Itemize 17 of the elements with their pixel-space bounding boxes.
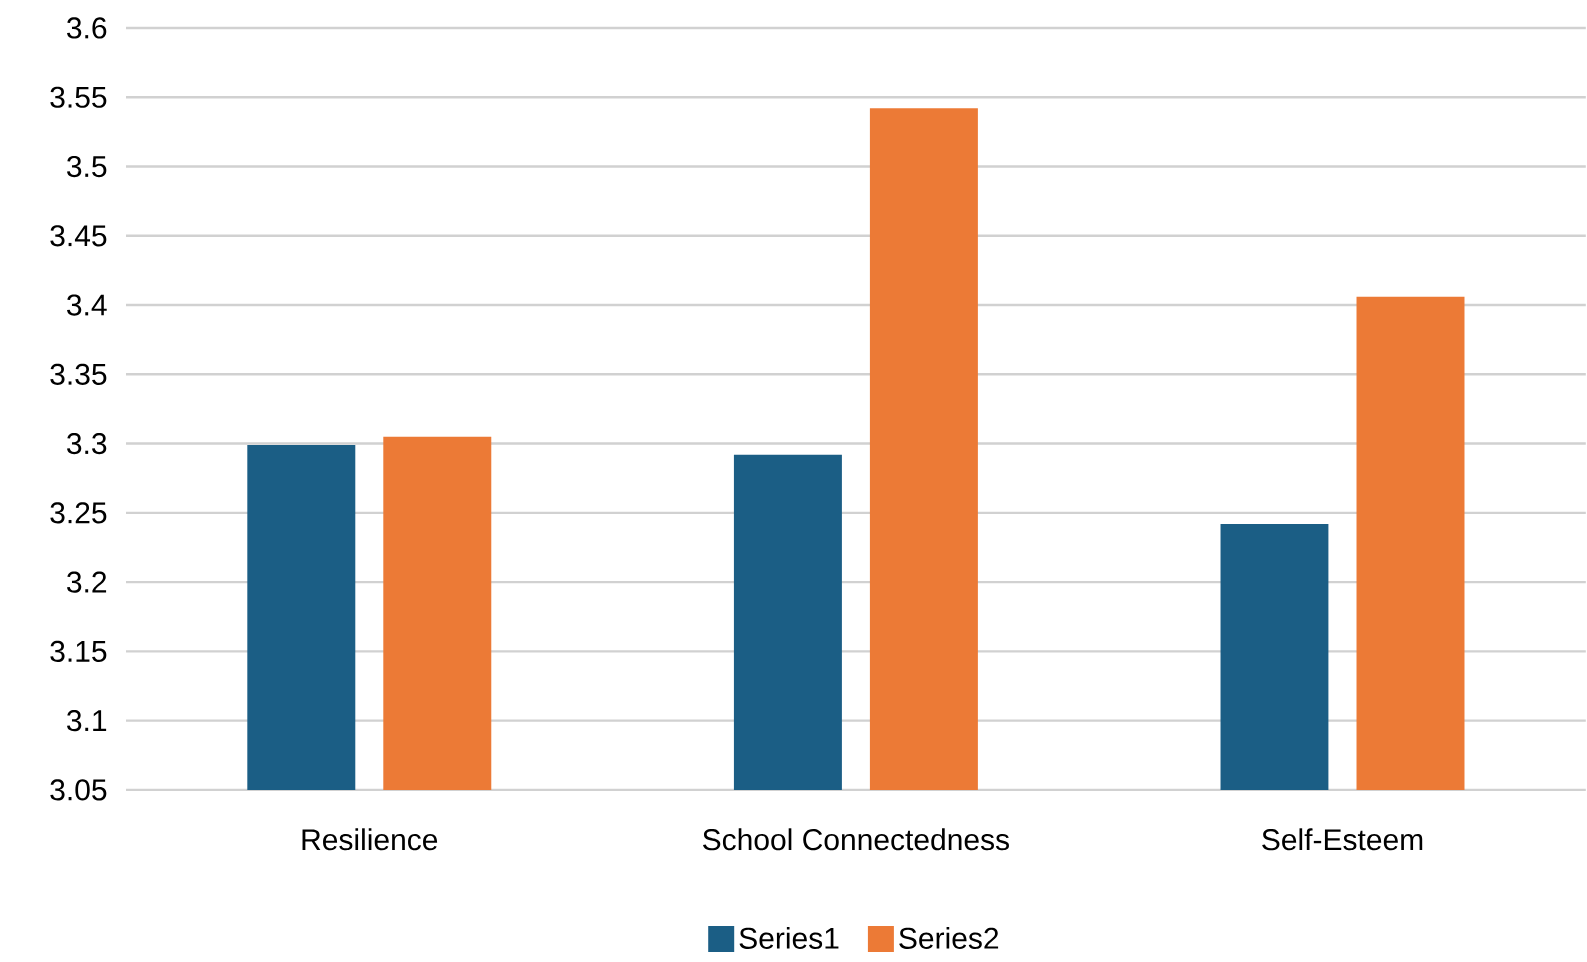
y-tick-label: 3.55: [50, 86, 107, 108]
y-tick-label: 3.5: [67, 155, 107, 178]
y-tick-label: 3.3: [67, 433, 107, 455]
y-tick-label: 3.05: [50, 779, 107, 801]
y-tick-label: 3.2: [67, 571, 107, 593]
y-tick-label: 3.1: [67, 710, 107, 732]
x-tick-label: Resilience: [302, 828, 438, 851]
x-tick-label: Self-Esteem: [1262, 828, 1423, 851]
y-tick-label: 3.15: [50, 640, 107, 663]
y-tick-label: 3.35: [50, 363, 107, 385]
y-tick-label: 3.25: [50, 502, 107, 524]
legend-label: Series1: [739, 926, 839, 949]
y-tick-label: 3.6: [67, 17, 107, 39]
x-tick-label: School Connectedness: [703, 828, 1009, 851]
y-tick-label: 3.45: [50, 225, 107, 247]
y-tick-label: 3.4: [67, 294, 107, 316]
legend-label: Series2: [899, 926, 999, 949]
